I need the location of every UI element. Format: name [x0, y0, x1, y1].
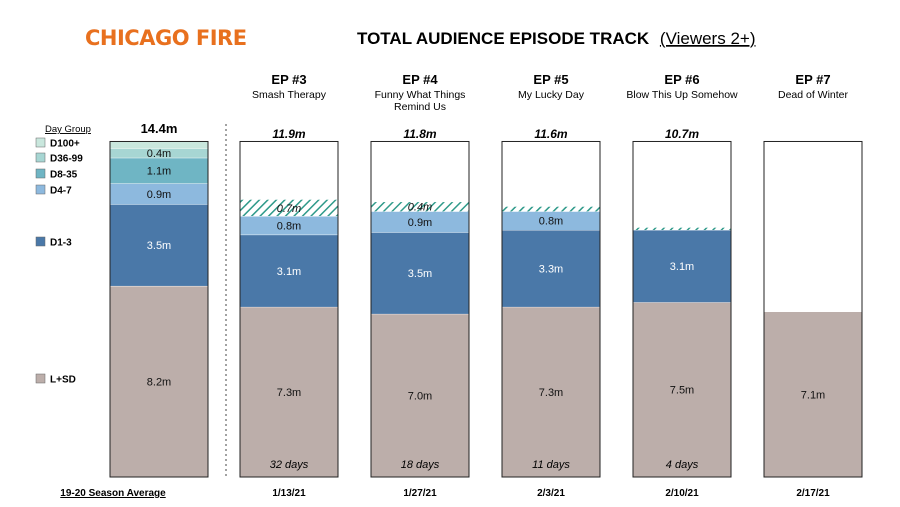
data-label: 0.4m: [147, 148, 171, 160]
episode-name: Dead of Winter: [778, 89, 849, 101]
data-label: 0.4m: [408, 202, 432, 214]
legend-swatch: [35, 373, 46, 384]
show-logo: CHICAGO FIRE: [85, 26, 247, 50]
bar-segment-d47: [110, 183, 208, 205]
legend-swatch: [35, 236, 46, 247]
data-label: 7.1m: [801, 389, 825, 401]
legend-swatch: [35, 184, 46, 195]
legend-swatch: [35, 137, 46, 148]
data-label: 0.8m: [277, 220, 301, 232]
bar-segment-d13: [110, 204, 208, 286]
legend-label: D4-7: [50, 186, 72, 197]
bar-segment-d13: [240, 234, 338, 307]
air-date: 2/3/21: [537, 488, 565, 499]
data-label: 3.5m: [408, 268, 432, 280]
bar-segment-d13: [633, 230, 731, 303]
data-label: 7.0m: [408, 390, 432, 402]
data-label: 0.9m: [147, 189, 171, 201]
episode-name: Remind Us: [394, 101, 446, 113]
bars: [109, 140, 863, 478]
air-date: 2/17/21: [796, 488, 830, 499]
data-label: 3.5m: [147, 240, 171, 252]
episode-number: EP #7: [795, 72, 830, 87]
episode-number: EP #4: [402, 72, 438, 87]
data-label: 3.3m: [539, 263, 563, 275]
data-label: 7.3m: [277, 387, 301, 399]
total-label: 11.9m: [272, 127, 305, 141]
episode-name: My Lucky Day: [518, 89, 585, 101]
bar-segment-d13: [502, 230, 600, 307]
legend-label: D1-3: [50, 238, 72, 249]
legend-title: Day Group: [45, 124, 91, 135]
season-average-label: 19-20 Season Average: [60, 488, 166, 499]
bar-segment-d47: [240, 216, 338, 235]
bar-segment-lsd: [371, 313, 469, 477]
air-date: 2/10/21: [665, 488, 699, 499]
episode-number: EP #5: [533, 72, 568, 87]
bar-segment-lsd: [240, 306, 338, 477]
episode-name: Smash Therapy: [252, 89, 327, 101]
data-label: 0.8m: [539, 216, 563, 228]
bar-segment-d47: [633, 227, 731, 231]
days-label: 32 days: [270, 459, 309, 471]
bar-segment-lsd: [633, 302, 731, 477]
legend-swatch: [35, 152, 46, 163]
episode-number: EP #3: [271, 72, 306, 87]
air-date: 1/13/21: [272, 488, 306, 499]
legend-label: D8-35: [50, 170, 78, 181]
legend: D100+ D36-99 D8-35 D4-7 D1-3 L+SD: [35, 137, 83, 386]
bar-segment-d835: [110, 157, 208, 184]
legend-label: D100+: [50, 139, 80, 150]
days-label: 4 days: [666, 459, 699, 471]
air-date: 1/27/21: [403, 488, 437, 499]
bar-segment-d835: [240, 199, 338, 217]
bar-segment-d47: [502, 211, 600, 231]
bar-outline: [763, 140, 863, 478]
days-label: 11 days: [532, 459, 570, 471]
bar-segment-lsd: [502, 306, 600, 477]
labels: 8.2m 3.5m 0.9m 1.1m 0.4m 14.4m 19-20 Season Av…: [60, 72, 848, 499]
total-label: 11.6m: [534, 127, 567, 141]
bar-segment-lsd: [110, 285, 208, 477]
data-label: 0.7m: [277, 203, 301, 215]
bar-outline: [239, 140, 339, 478]
data-label: 1.1m: [147, 166, 171, 178]
data-label: 3.1m: [670, 261, 694, 273]
total-label: 10.7m: [665, 127, 699, 141]
bar-segment-d3699: [110, 148, 208, 158]
episode-name: Funny What Things: [375, 89, 466, 101]
chart-title: TOTAL AUDIENCE EPISODE TRACK (Viewers 2+…: [357, 29, 756, 48]
bar-outline: [109, 140, 209, 478]
bar-segment-d47: [371, 211, 469, 233]
episode-name: Blow This Up Somehow: [626, 89, 738, 101]
days-label: 18 days: [401, 459, 440, 471]
episode-number: EP #6: [664, 72, 699, 87]
data-label: 0.9m: [408, 217, 432, 229]
bar-segment-d835: [371, 202, 469, 212]
data-label: 7.3m: [539, 387, 563, 399]
legend-label: D36-99: [50, 154, 83, 165]
total-label: 14.4m: [141, 121, 178, 136]
data-label: 7.5m: [670, 385, 694, 397]
legend-swatch: [35, 168, 46, 179]
bar-outline: [632, 140, 732, 478]
bar-segment-d13: [371, 232, 469, 314]
bar-segment-lsd: [764, 311, 862, 477]
bar-segment-d835: [502, 206, 600, 212]
total-label: 11.8m: [403, 127, 436, 141]
data-label: 3.1m: [277, 266, 301, 278]
legend-label: L+SD: [50, 375, 76, 386]
bar-segment-d100: [110, 141, 208, 149]
bar-outline: [501, 140, 601, 478]
data-label: 8.2m: [147, 376, 171, 388]
bar-outline: [370, 140, 470, 478]
